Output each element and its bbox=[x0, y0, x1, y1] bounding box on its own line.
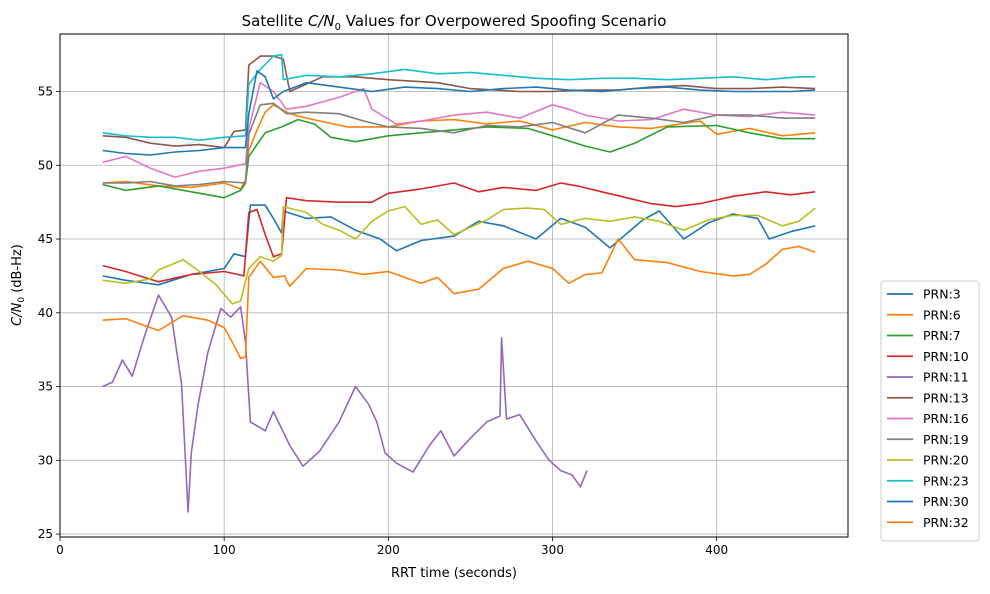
series-line-prn-7 bbox=[102, 118, 816, 199]
series-line-prn-3 bbox=[102, 204, 816, 286]
x-tick-label-2: 200 bbox=[377, 543, 400, 557]
y-tick-label-5: 50 bbox=[38, 158, 53, 172]
y-tick-label-4: 45 bbox=[38, 232, 53, 246]
series-line-prn-20 bbox=[102, 205, 816, 305]
y-tick-label-1: 30 bbox=[38, 453, 53, 467]
y-axis-label: C/N0 (dB-Hz) bbox=[10, 244, 27, 326]
series-line-prn-10 bbox=[102, 182, 816, 283]
legend-label-prn-13: PRN:13 bbox=[923, 390, 969, 405]
legend-label-prn-32: PRN:32 bbox=[923, 515, 969, 530]
x-axis-ticks: 0 100 200 300 400 bbox=[56, 537, 728, 557]
series-line-prn-23 bbox=[102, 53, 816, 141]
legend: PRN:3 PRN:6 PRN:7 PRN:10 PRN:11 PRN:13 PRN:16 P… bbox=[880, 280, 980, 542]
x-tick-label-4: 400 bbox=[705, 543, 728, 557]
legend-label-prn-16: PRN:16 bbox=[923, 411, 969, 426]
legend-label-prn-11: PRN:11 bbox=[923, 370, 969, 385]
series-lines bbox=[102, 53, 816, 513]
x-axis-label: RRT time (seconds) bbox=[391, 566, 517, 581]
series-line-prn-11 bbox=[102, 294, 588, 513]
series-line-prn-30 bbox=[102, 70, 816, 156]
series-line-prn-16 bbox=[102, 81, 816, 178]
y-tick-label-3: 40 bbox=[38, 306, 53, 320]
x-tick-label-1: 100 bbox=[213, 543, 236, 557]
legend-label-prn-10: PRN:10 bbox=[923, 349, 969, 364]
series-line-prn-19 bbox=[102, 102, 816, 187]
legend-frame bbox=[880, 280, 980, 542]
legend-label-prn-7: PRN:7 bbox=[923, 328, 961, 343]
plot-area-frame bbox=[59, 33, 849, 538]
legend-label-prn-3: PRN:3 bbox=[923, 287, 961, 302]
x-tick-label-0: 0 bbox=[56, 543, 64, 557]
legend-label-prn-23: PRN:23 bbox=[923, 473, 969, 488]
legend-label-prn-20: PRN:20 bbox=[923, 453, 969, 468]
y-tick-label-2: 35 bbox=[38, 380, 53, 394]
y-tick-label-6: 55 bbox=[38, 85, 53, 99]
y-tick-label-0: 25 bbox=[38, 527, 53, 541]
legend-label-prn-6: PRN:6 bbox=[923, 307, 961, 322]
legend-label-prn-30: PRN:30 bbox=[923, 494, 969, 509]
legend-label-prn-19: PRN:19 bbox=[923, 432, 969, 447]
y-axis-ticks: 25 30 35 40 45 50 55 bbox=[38, 85, 60, 541]
series-line-prn-6 bbox=[102, 104, 816, 190]
chart-title: Satellite C/N0 Values for Overpowered Sp… bbox=[242, 12, 667, 33]
series-line-prn-32 bbox=[102, 238, 816, 360]
x-tick-label-3: 300 bbox=[541, 543, 564, 557]
